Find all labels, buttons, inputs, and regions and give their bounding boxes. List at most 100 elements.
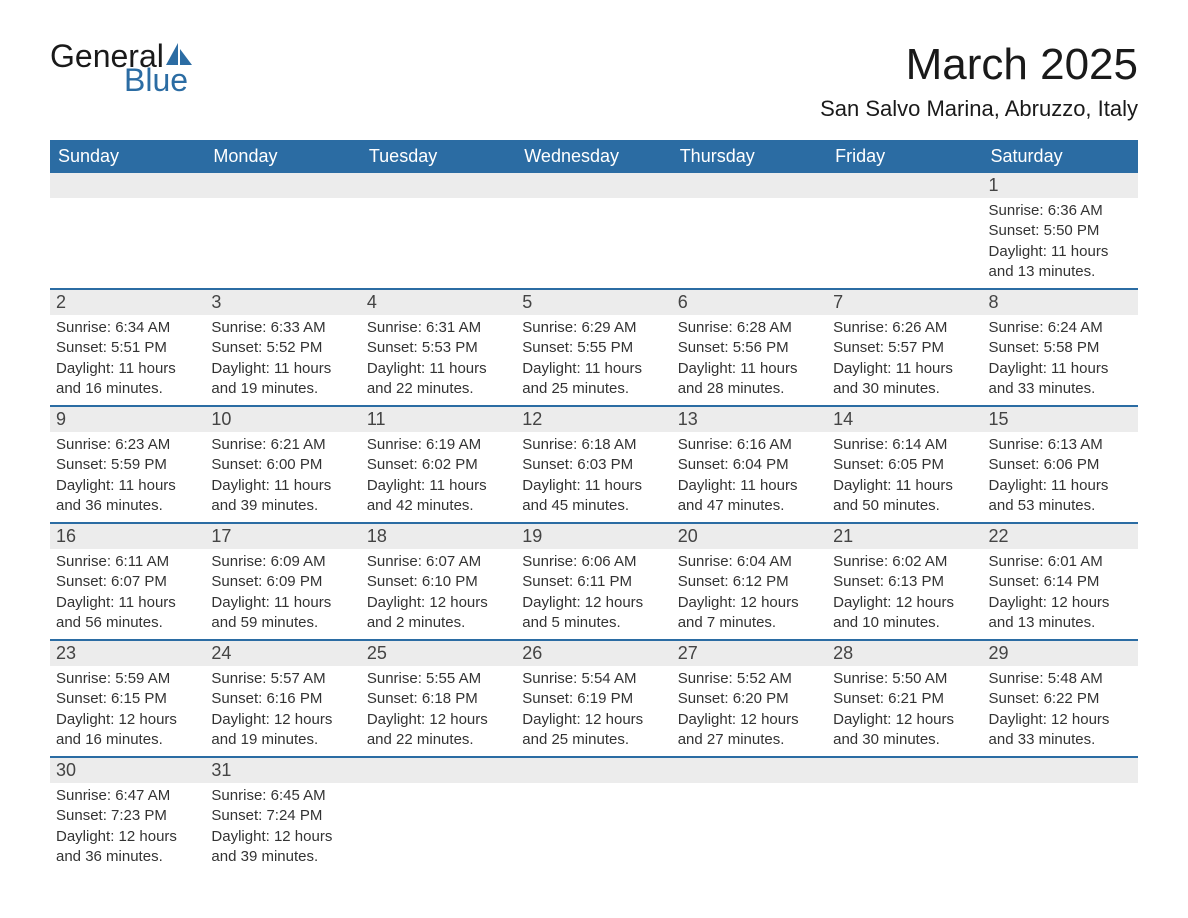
day-number: 17 — [205, 523, 360, 549]
day-number: 13 — [672, 406, 827, 432]
daylight2-text: and 7 minutes. — [678, 613, 821, 633]
day-number — [827, 757, 982, 783]
page-header: General Blue March 2025 San Salvo Marina… — [50, 40, 1138, 122]
day-cell: Sunrise: 6:26 AMSunset: 5:57 PMDaylight:… — [827, 315, 982, 406]
daylight1-text: Daylight: 11 hours — [678, 476, 821, 496]
sunrise-text: Sunrise: 6:29 AM — [522, 318, 665, 338]
sunrise-text: Sunrise: 6:13 AM — [989, 435, 1132, 455]
daylight2-text: and 25 minutes. — [522, 379, 665, 399]
day-cell — [516, 783, 671, 873]
sunrise-text: Sunrise: 6:19 AM — [367, 435, 510, 455]
sunset-text: Sunset: 5:50 PM — [989, 221, 1132, 241]
day-cell: Sunrise: 6:13 AMSunset: 6:06 PMDaylight:… — [983, 432, 1138, 523]
sunrise-text: Sunrise: 6:18 AM — [522, 435, 665, 455]
day-cell: Sunrise: 5:50 AMSunset: 6:21 PMDaylight:… — [827, 666, 982, 757]
sunset-text: Sunset: 6:21 PM — [833, 689, 976, 709]
daylight1-text: Daylight: 12 hours — [367, 593, 510, 613]
sunset-text: Sunset: 6:07 PM — [56, 572, 199, 592]
daylight2-text: and 2 minutes. — [367, 613, 510, 633]
daylight2-text: and 16 minutes. — [56, 379, 199, 399]
day-content-row: Sunrise: 6:36 AMSunset: 5:50 PMDaylight:… — [50, 198, 1138, 289]
day-number — [983, 757, 1138, 783]
daylight1-text: Daylight: 11 hours — [367, 359, 510, 379]
sunset-text: Sunset: 6:13 PM — [833, 572, 976, 592]
daylight2-text: and 39 minutes. — [211, 496, 354, 516]
day-number: 1 — [983, 173, 1138, 198]
sunset-text: Sunset: 5:59 PM — [56, 455, 199, 475]
sunset-text: Sunset: 6:11 PM — [522, 572, 665, 592]
day-cell — [361, 783, 516, 873]
sunrise-text: Sunrise: 6:21 AM — [211, 435, 354, 455]
sunset-text: Sunset: 5:56 PM — [678, 338, 821, 358]
day-number: 19 — [516, 523, 671, 549]
day-cell: Sunrise: 6:06 AMSunset: 6:11 PMDaylight:… — [516, 549, 671, 640]
sunset-text: Sunset: 6:12 PM — [678, 572, 821, 592]
sunset-text: Sunset: 5:58 PM — [989, 338, 1132, 358]
day-number: 8 — [983, 289, 1138, 315]
day-number: 3 — [205, 289, 360, 315]
sunrise-text: Sunrise: 6:07 AM — [367, 552, 510, 572]
day-number — [205, 173, 360, 198]
daylight1-text: Daylight: 11 hours — [56, 476, 199, 496]
daylight1-text: Daylight: 12 hours — [56, 827, 199, 847]
daylight2-text: and 16 minutes. — [56, 730, 199, 750]
daylight1-text: Daylight: 12 hours — [678, 710, 821, 730]
day-number — [361, 757, 516, 783]
day-cell: Sunrise: 6:31 AMSunset: 5:53 PMDaylight:… — [361, 315, 516, 406]
daylight1-text: Daylight: 12 hours — [833, 593, 976, 613]
logo: General Blue — [50, 40, 194, 96]
sunrise-text: Sunrise: 6:14 AM — [833, 435, 976, 455]
daylight1-text: Daylight: 11 hours — [522, 359, 665, 379]
day-cell: Sunrise: 5:55 AMSunset: 6:18 PMDaylight:… — [361, 666, 516, 757]
day-number: 31 — [205, 757, 360, 783]
daylight1-text: Daylight: 11 hours — [211, 593, 354, 613]
day-number — [50, 173, 205, 198]
day-content-row: Sunrise: 6:23 AMSunset: 5:59 PMDaylight:… — [50, 432, 1138, 523]
day-cell — [205, 198, 360, 289]
day-cell: Sunrise: 6:24 AMSunset: 5:58 PMDaylight:… — [983, 315, 1138, 406]
day-number: 10 — [205, 406, 360, 432]
sunrise-text: Sunrise: 6:47 AM — [56, 786, 199, 806]
daylight2-text: and 10 minutes. — [833, 613, 976, 633]
daylight2-text: and 33 minutes. — [989, 379, 1132, 399]
day-cell: Sunrise: 5:57 AMSunset: 6:16 PMDaylight:… — [205, 666, 360, 757]
sunset-text: Sunset: 7:24 PM — [211, 806, 354, 826]
daylight2-text: and 59 minutes. — [211, 613, 354, 633]
day-number: 21 — [827, 523, 982, 549]
sunset-text: Sunset: 6:03 PM — [522, 455, 665, 475]
daylight1-text: Daylight: 12 hours — [56, 710, 199, 730]
daylight1-text: Daylight: 11 hours — [56, 359, 199, 379]
daylight1-text: Daylight: 11 hours — [989, 359, 1132, 379]
day-cell: Sunrise: 6:11 AMSunset: 6:07 PMDaylight:… — [50, 549, 205, 640]
day-number — [516, 757, 671, 783]
day-number: 7 — [827, 289, 982, 315]
daylight1-text: Daylight: 12 hours — [989, 710, 1132, 730]
day-number — [672, 173, 827, 198]
daynum-row: 1 — [50, 173, 1138, 198]
day-number: 28 — [827, 640, 982, 666]
daylight2-text: and 39 minutes. — [211, 847, 354, 867]
day-number — [361, 173, 516, 198]
daylight2-text: and 53 minutes. — [989, 496, 1132, 516]
sunset-text: Sunset: 6:02 PM — [367, 455, 510, 475]
day-cell — [827, 198, 982, 289]
day-cell: Sunrise: 5:54 AMSunset: 6:19 PMDaylight:… — [516, 666, 671, 757]
sunrise-text: Sunrise: 6:28 AM — [678, 318, 821, 338]
day-cell: Sunrise: 6:07 AMSunset: 6:10 PMDaylight:… — [361, 549, 516, 640]
day-number: 16 — [50, 523, 205, 549]
daylight2-text: and 27 minutes. — [678, 730, 821, 750]
sunrise-text: Sunrise: 6:23 AM — [56, 435, 199, 455]
daylight2-text: and 42 minutes. — [367, 496, 510, 516]
day-number — [672, 757, 827, 783]
sunrise-text: Sunrise: 6:36 AM — [989, 201, 1132, 221]
day-number: 23 — [50, 640, 205, 666]
daynum-row: 16171819202122 — [50, 523, 1138, 549]
day-cell: Sunrise: 6:47 AMSunset: 7:23 PMDaylight:… — [50, 783, 205, 873]
daylight1-text: Daylight: 11 hours — [989, 242, 1132, 262]
daylight1-text: Daylight: 11 hours — [367, 476, 510, 496]
daylight2-text: and 28 minutes. — [678, 379, 821, 399]
daylight2-text: and 19 minutes. — [211, 379, 354, 399]
sunrise-text: Sunrise: 6:09 AM — [211, 552, 354, 572]
daylight2-text: and 22 minutes. — [367, 379, 510, 399]
sunrise-text: Sunrise: 6:02 AM — [833, 552, 976, 572]
